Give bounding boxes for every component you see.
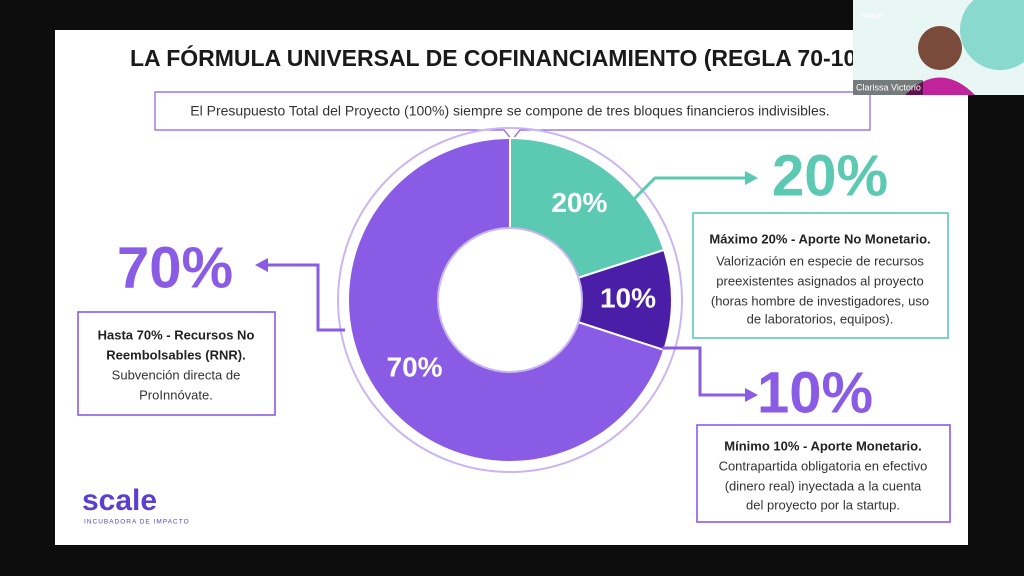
arrow	[618, 176, 745, 215]
callout-box	[692, 212, 949, 339]
segment-label: 10%	[600, 282, 656, 313]
callout-box	[77, 311, 276, 416]
donut-hole	[437, 227, 583, 373]
callout-text: Subvención directa de	[112, 367, 241, 382]
participant-face	[918, 26, 962, 70]
callout-heading: Hasta 70% - Recursos No	[98, 327, 255, 342]
callout-text: preexistentes asignados al proyecto	[716, 273, 923, 288]
arrow	[268, 263, 345, 332]
segment-label: 20%	[551, 187, 607, 218]
callout-heading: Máximo 20% - Aporte No Monetario.	[709, 231, 930, 246]
callout-text: Valorización en especie de recursos	[716, 253, 924, 268]
callout-number: 20%	[772, 143, 888, 208]
logo-tagline: INCUBADORA DE IMPACTO	[84, 519, 190, 526]
callout-box	[696, 424, 951, 523]
tile-logo: scale	[862, 11, 883, 20]
arrow	[662, 346, 745, 397]
callout-heading: Reembolsables (RNR).	[106, 347, 245, 362]
participant-name: Clarissa Victorio	[856, 82, 921, 92]
callout-text: Contrapartida obligatoria en efectivo	[719, 458, 928, 473]
slide-title: LA FÓRMULA UNIVERSAL DE COFINANCIAMIENTO…	[130, 44, 856, 71]
segment-label: 70%	[387, 352, 443, 383]
callout-text: del proyecto por la startup.	[746, 497, 900, 512]
callout-text: (dinero real) inyectada a la cuenta	[725, 478, 922, 493]
ring-outline	[337, 127, 683, 473]
subtitle: El Presupuesto Total del Proyecto (100%)…	[190, 103, 829, 119]
arrowhead	[255, 258, 268, 272]
callout-number: 10%	[757, 360, 873, 425]
tile-decoration	[960, 0, 1024, 70]
callout-text: (horas hombre de investigadores, uso	[711, 293, 929, 308]
logo: scale	[82, 484, 157, 517]
callout-text: ProInnóvate.	[139, 387, 213, 402]
name-bg	[853, 80, 923, 95]
callout-text: de laboratorios, equipos).	[747, 311, 894, 326]
arrowhead	[745, 388, 758, 402]
callout-number: 70%	[117, 235, 233, 300]
callout-heading: Mínimo 10% - Aporte Monetario.	[724, 438, 921, 453]
arrowhead	[745, 171, 758, 185]
